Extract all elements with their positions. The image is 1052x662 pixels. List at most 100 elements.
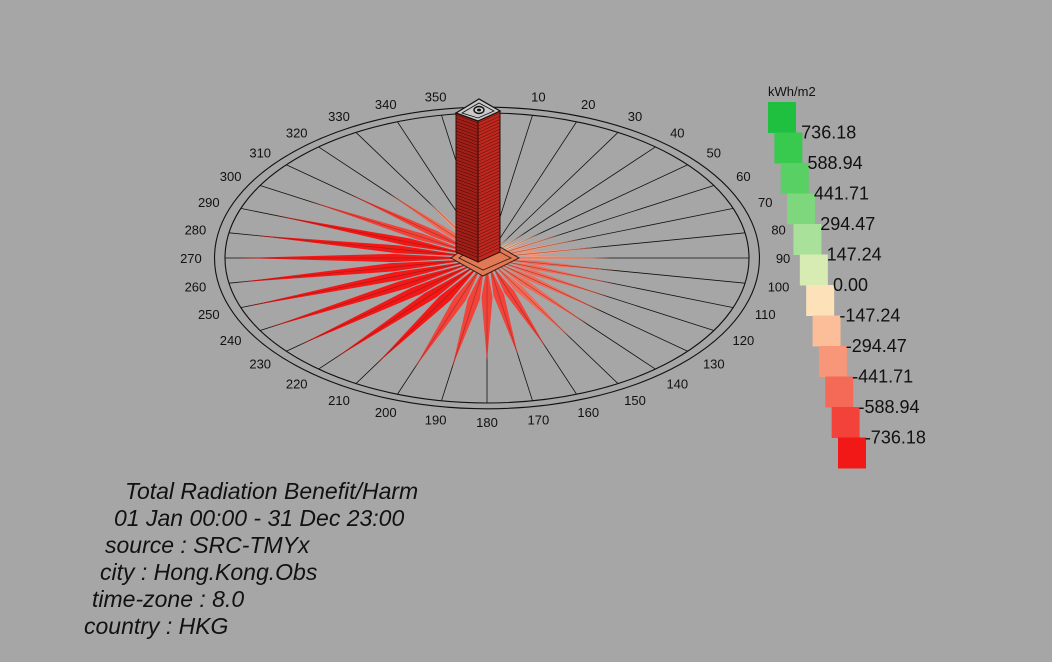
direction-tick-label: 250 xyxy=(198,307,220,322)
legend-color-swatch xyxy=(799,254,828,286)
direction-tick-label: 310 xyxy=(249,146,271,161)
tower-floor-line xyxy=(477,122,501,133)
tower-floor-line xyxy=(455,175,479,185)
info-title: Total Radiation Benefit/Harm xyxy=(125,478,419,504)
tower-floor-line xyxy=(477,243,501,255)
tower-floor-line xyxy=(477,186,501,197)
tower-floor-line xyxy=(455,213,479,223)
legend-color-swatch xyxy=(787,193,816,225)
info-period: 01 Jan 00:00 - 31 Dec 23:00 xyxy=(114,505,405,531)
petal-ridge xyxy=(501,260,614,284)
tower-floor-line xyxy=(455,226,479,236)
tower-floor-line xyxy=(455,121,479,130)
direction-tick-label: 180 xyxy=(476,415,498,430)
direction-tick-label: 350 xyxy=(425,90,447,105)
tower-floor-line xyxy=(477,231,501,242)
direction-tick-label: 280 xyxy=(185,223,207,238)
petal-ridge xyxy=(276,215,473,256)
tower-floor-line xyxy=(455,207,479,217)
petal-ridge xyxy=(502,259,617,271)
tower-floor-line xyxy=(455,201,479,210)
legend-value-label: -294.47 xyxy=(846,336,907,356)
legend-color-swatch xyxy=(831,407,860,438)
legend-color-swatch xyxy=(768,102,796,133)
legend-value-label: 294.47 xyxy=(820,214,875,234)
direction-tick-label: 90 xyxy=(776,251,790,266)
direction-tick-label: 30 xyxy=(628,109,642,124)
legend-unit-title: kWh/m2 xyxy=(768,84,816,99)
tower-floor-line xyxy=(477,141,501,153)
tower-floor-line xyxy=(455,220,479,229)
tower-floor-line xyxy=(455,245,479,255)
petal-ridge xyxy=(500,233,562,254)
tower-floor-line xyxy=(455,204,479,213)
tower-floor-line xyxy=(455,197,479,207)
direction-tick-label: 50 xyxy=(707,146,721,161)
direction-tick-label: 140 xyxy=(666,377,688,392)
compass-spoke xyxy=(486,121,577,259)
tower-floor-line xyxy=(455,242,479,252)
tower-floor-line xyxy=(477,170,501,181)
petal-ridge xyxy=(236,259,472,283)
tower-floor-line xyxy=(455,191,479,201)
tower-floor-line xyxy=(477,154,501,165)
tower-floor-line xyxy=(455,169,479,178)
legend-color-swatch xyxy=(812,315,841,347)
tower-floor-line xyxy=(455,194,479,204)
tower-floor-line xyxy=(477,135,501,146)
tower-floor-line xyxy=(455,188,479,197)
petal-ridge xyxy=(494,265,571,338)
legend-value-label: -736.18 xyxy=(865,428,926,448)
legend-color-swatch xyxy=(774,132,803,164)
petal-ridge xyxy=(498,263,601,312)
legend-color-swatch xyxy=(806,285,835,316)
info-city: city : Hong.Kong.Obs xyxy=(100,559,318,585)
tower-floor-line xyxy=(477,131,501,143)
petal-ridge xyxy=(310,201,474,254)
direction-tick-label: 100 xyxy=(768,279,790,294)
legend-value-label: -441.71 xyxy=(852,367,913,387)
info-source: source : SRC-TMYx xyxy=(105,532,310,558)
tower-floor-line xyxy=(477,151,501,162)
legend-color-swatch xyxy=(838,437,866,469)
tower-floor-line xyxy=(455,159,479,169)
tower-floor-line xyxy=(455,149,479,159)
direction-tick-label: 200 xyxy=(375,405,397,420)
tower-floor-line xyxy=(455,130,479,140)
legend-value-label: 441.71 xyxy=(814,184,869,204)
tower-floor-line xyxy=(455,133,479,143)
direction-tick-label: 20 xyxy=(581,97,595,112)
tower-floor-line xyxy=(455,233,479,242)
petal-ridge xyxy=(489,266,519,356)
direction-tick-label: 340 xyxy=(375,97,397,112)
tower-floor-line xyxy=(455,181,479,191)
tower-floor-line xyxy=(477,144,501,156)
tower-floor-line xyxy=(455,185,479,194)
petal-ridge xyxy=(451,266,485,368)
legend-color-swatch xyxy=(793,224,822,255)
tower-floor-line xyxy=(455,162,479,172)
tower-floor-line xyxy=(455,124,479,133)
tower-floor-line xyxy=(455,223,479,233)
legend-value-label: -588.94 xyxy=(858,397,919,417)
tower-roof-inner xyxy=(461,102,495,119)
legend-value-label: 147.24 xyxy=(827,245,882,265)
tower-floor-line xyxy=(455,210,479,220)
direction-tick-label: 290 xyxy=(198,195,220,210)
direction-tick-label: 160 xyxy=(577,405,599,420)
petal-ridge xyxy=(496,264,588,325)
tower-floor-line xyxy=(477,183,501,194)
tower-floor-line xyxy=(477,224,501,236)
tower-floor-line xyxy=(477,247,501,258)
petal-ridge xyxy=(252,234,472,257)
tower-floor-line xyxy=(477,205,501,217)
petal-ridge xyxy=(376,265,480,365)
tower-floor-line xyxy=(477,147,501,159)
direction-tick-label: 40 xyxy=(670,125,684,140)
direction-tick-label: 170 xyxy=(528,412,550,427)
building-model xyxy=(450,98,521,277)
legend-color-swatch xyxy=(780,163,809,194)
tower-floor-line xyxy=(477,227,501,239)
tower-floor-line xyxy=(477,160,501,172)
direction-tick-label: 60 xyxy=(736,169,750,184)
